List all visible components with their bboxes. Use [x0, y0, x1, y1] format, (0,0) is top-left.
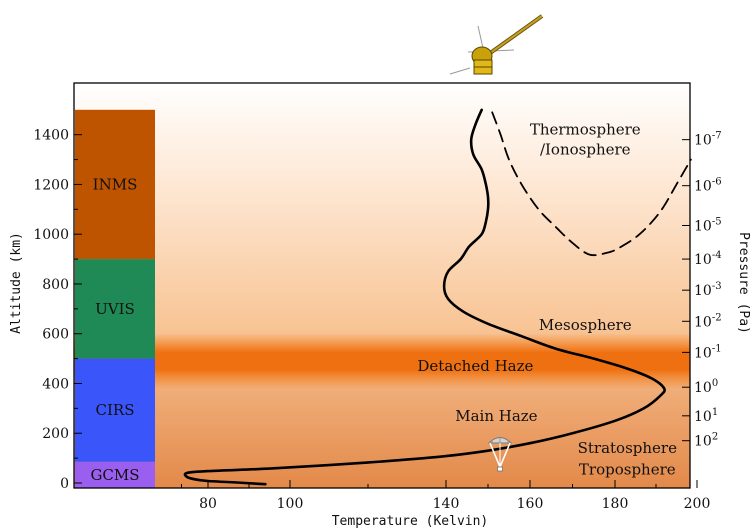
pressure-tick-label: 101 [694, 407, 718, 425]
y-axis-label: Altitude (km) [9, 232, 24, 334]
instrument-bar-uvis [75, 259, 155, 359]
pressure-tick-label: 100 [694, 378, 718, 396]
y-tick-label: 200 [42, 426, 69, 442]
y-tick-label: 800 [42, 277, 69, 293]
x-tick-label: 160 [517, 496, 544, 512]
pressure-tick-label: 10-3 [694, 281, 722, 299]
region-label-ionosphere: /Ionosphere [540, 141, 631, 159]
region-label-troposphere: Troposphere [579, 460, 676, 478]
instrument-label-inms: INMS [93, 175, 138, 193]
temperature-profiles [183, 108, 692, 486]
instrument-bar-inms [75, 109, 155, 260]
region-label-detachedhaze: Detached Haze [417, 357, 533, 375]
atmosphere-background [74, 83, 690, 488]
x-tick-label: 100 [277, 496, 304, 512]
instrument-label-gcms: GCMS [90, 466, 139, 484]
x-tick-label: 180 [602, 496, 629, 512]
huygens-parachute-icon [487, 437, 513, 472]
x-tick-label: 140 [433, 496, 460, 512]
instrument-label-uvis: UVIS [95, 300, 135, 318]
pressure-tick-label: 102 [694, 432, 718, 450]
x-tick-label: 200 [684, 496, 711, 512]
y-tick-label: 400 [42, 376, 69, 392]
pressure-tick-label: 10-1 [694, 343, 722, 361]
region-label-stratosphere: Stratosphere [578, 439, 677, 457]
pressure-tick-label: 10-6 [694, 177, 722, 195]
y-tick-label: 1400 [33, 128, 69, 144]
instrument-bar-cirs [75, 358, 155, 462]
region-label-mesosphere: Mesosphere [539, 316, 632, 334]
instrument-bar-gcms [75, 461, 155, 488]
y-tick-label: 600 [42, 327, 69, 343]
x-tick-label: 80 [199, 496, 217, 512]
instrument-bars: INMS UVIS CIRS GCMS [75, 109, 155, 488]
region-label-mainhaze: Main Haze [455, 407, 537, 425]
region-label-thermosphere: Thermosphere [530, 121, 641, 139]
instrument-label-cirs: CIRS [96, 401, 135, 419]
pressure-axis-label: Pressure (Pa) [736, 232, 751, 334]
cassini-spacecraft-icon [449, 14, 544, 75]
pressure-tick-label: 10-5 [694, 216, 722, 234]
region-labels: Thermosphere/Ionosphere Mesosphere Detache… [417, 121, 677, 479]
temperature-profile-line [183, 108, 666, 486]
y-tick-label: 1200 [33, 177, 69, 193]
pressure-tick-label: 10-4 [694, 250, 722, 268]
plot-frame [73, 82, 691, 489]
y-tick-label: 0 [60, 476, 69, 492]
y-tick-label: 1000 [33, 227, 69, 243]
detached-haze-band [74, 333, 690, 390]
pressure-tick-label: 10-2 [694, 312, 722, 330]
x-axis-label: Temperature (Kelvin) [332, 514, 489, 529]
axis-ticks: 0 200 400 600 800 1000 1200 1400 80 100 140 160 180 2… [33, 128, 721, 512]
pressure-tick-label: 10-7 [694, 131, 722, 149]
